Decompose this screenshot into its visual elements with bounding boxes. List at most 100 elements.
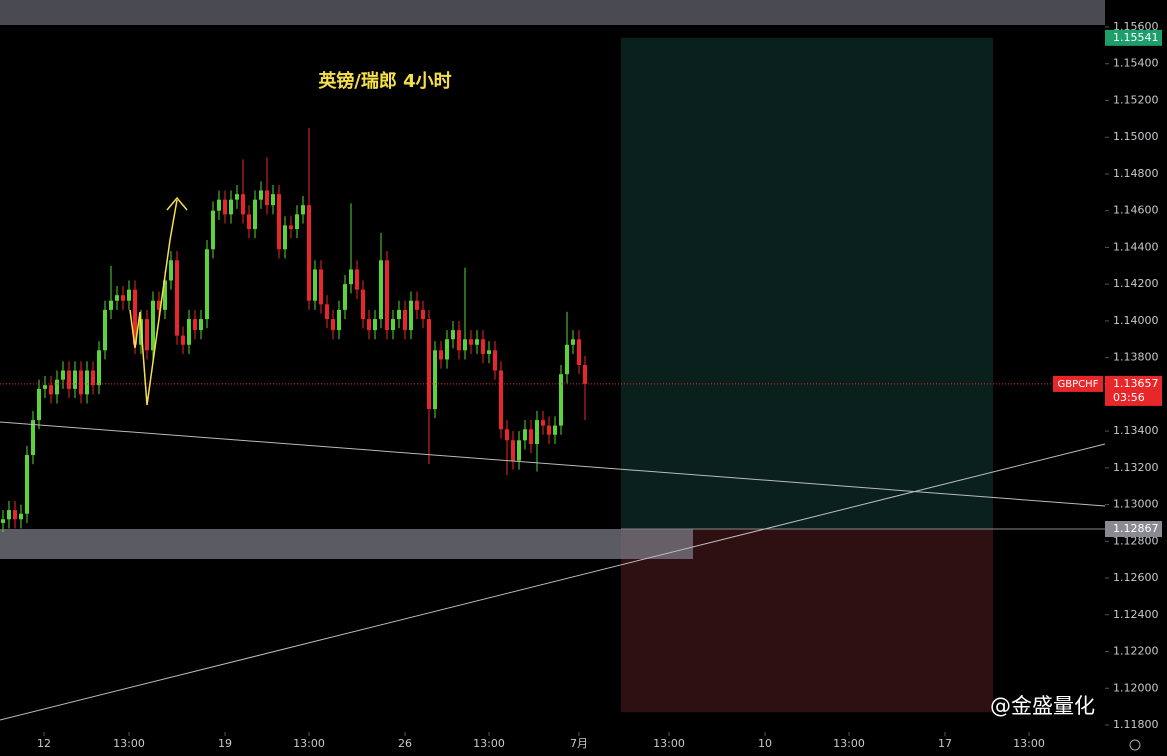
candle-body [42,385,47,389]
candle-body [300,205,305,215]
countdown-label: 03:56 [1113,391,1145,404]
zones [0,37,1105,713]
candle-body [282,225,287,250]
candle-body [270,194,275,206]
plot [0,128,1105,533]
candle-body [558,374,563,426]
candle-body [264,190,269,206]
candle-body [306,205,311,301]
candle-body [360,289,365,320]
candle-body [60,370,65,380]
y-tick-label: 1.13400 [1113,424,1159,437]
candle-body [426,319,431,410]
candle-body [216,199,221,211]
candle-body [354,269,359,290]
symbol-tag [1053,375,1103,392]
candle-body [24,454,29,514]
y-tick-label: 1.13800 [1113,351,1159,364]
candle-body [36,388,41,421]
candle-body [318,269,323,305]
candle-body [12,510,17,520]
candle-body [276,194,281,250]
x-tick-label: 13:00 [833,737,865,750]
x-tick-label: 13:00 [473,737,505,750]
settings-icon[interactable] [1129,739,1141,751]
y-tick-label: 1.15600 [1113,20,1159,33]
candle-body [192,319,197,331]
candle-body [150,300,155,351]
candle-body [528,429,533,444]
candle-body [396,309,401,320]
candle-body [552,425,557,435]
candle-body [402,309,407,331]
candle-body [504,429,509,441]
candle-body [336,309,341,331]
candle-body [294,214,299,230]
x-tick-label: 13:00 [113,737,145,750]
x-tick-label: 10 [758,737,772,750]
candle-body [390,319,395,331]
candle-body [420,309,425,320]
watermark: @金盛量化 [990,694,1095,718]
target-label: 1.15541 [1113,31,1159,44]
last-price-tag [1105,375,1162,406]
y-tick-label: 1.15200 [1113,93,1159,106]
target-zone [621,37,993,530]
entry-label: 1.12867 [1113,522,1159,535]
candle-body [534,420,539,444]
candle-body [450,330,455,340]
candle-body [408,300,413,331]
candle-body [444,339,449,360]
candle-body [432,350,437,410]
candle-body [522,429,527,441]
candle-body [486,350,491,354]
candle-body [246,214,251,230]
candle-body [462,339,467,351]
candle-body [84,370,89,395]
candle-body [72,370,77,389]
y-tick-label: 1.12800 [1113,534,1159,547]
candle-body [330,319,335,331]
candle-body [384,260,389,331]
symbol-label: GBPCHF [1058,379,1099,390]
candle-body [234,194,239,200]
candle-body [474,339,479,345]
annotation-arrow [129,199,178,406]
candle-body [348,269,353,285]
y-tick-label: 1.14800 [1113,167,1159,180]
y-tick-label: 1.14400 [1113,240,1159,253]
entry-tag [1105,521,1162,538]
candle-body [438,350,443,360]
x-tick-label: 17 [938,737,952,750]
candle-body [168,260,173,281]
candle-body [582,364,587,384]
candle-body [570,339,575,345]
y-tick-label: 1.13000 [1113,498,1159,511]
candle-body [90,370,95,386]
candle-body [540,420,545,426]
candle-body [48,385,53,395]
x-tick-label: 19 [218,737,232,750]
candle-body [324,304,329,320]
candle-body [312,269,317,301]
candle-body [366,319,371,331]
candle-body [372,319,377,331]
y-tick-label: 1.14200 [1113,277,1159,290]
y-tick-label: 1.15400 [1113,57,1159,70]
y-tick-label: 1.14600 [1113,204,1159,217]
candle-body [156,300,161,310]
candle-body [78,370,83,395]
chart-title: 英镑/瑞郎 4小时 [317,70,451,92]
candle-body [66,370,71,389]
candle-body [114,295,119,301]
candle-body [126,289,131,301]
y-tick-label: 1.14000 [1113,314,1159,327]
y-tick-label: 1.13200 [1113,461,1159,474]
x-tick-label: 13:00 [653,737,685,750]
x-tick-label: 7月 [570,737,588,750]
candle-body [342,284,347,310]
candle-body [456,330,461,351]
candle-body [102,309,107,351]
candle-body [468,339,473,345]
stop-zone [621,529,993,713]
